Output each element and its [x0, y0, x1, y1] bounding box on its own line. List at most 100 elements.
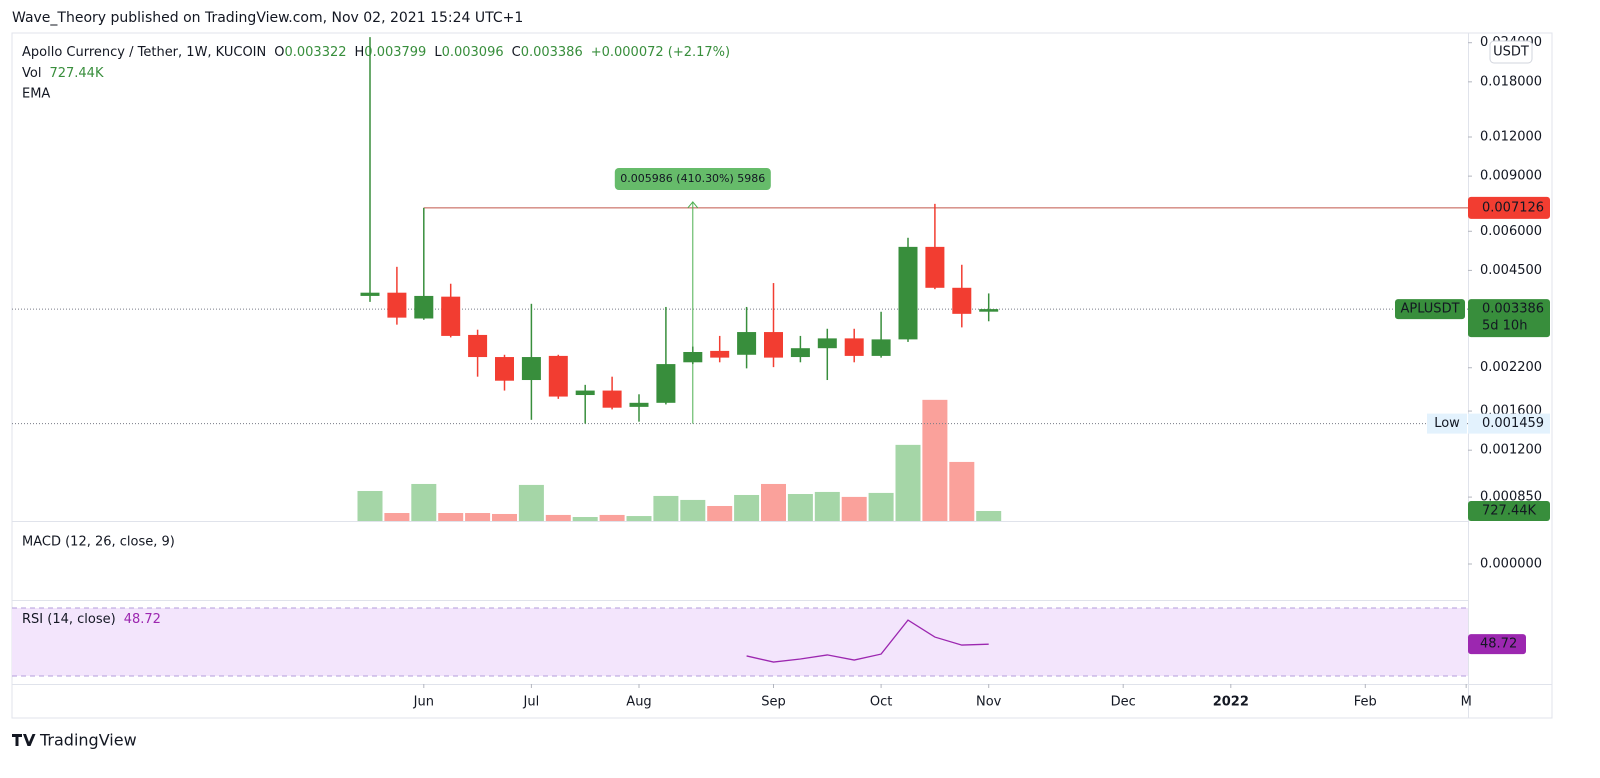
low-axis-label: 0.001459 [1482, 416, 1544, 431]
candle-body [521, 357, 541, 381]
legend-key: C [512, 45, 521, 60]
volume-bar [895, 444, 921, 521]
volume-bar [492, 513, 517, 521]
x-tick-label: Feb [1354, 695, 1377, 710]
macd-legend: MACD (12, 26, close, 9) [22, 535, 175, 550]
currency-button[interactable] [1489, 40, 1533, 64]
candle-body [602, 390, 622, 408]
legend-change: +0.000072 (+2.17%) [591, 45, 730, 60]
y-tick-label: 0.000000 [1480, 557, 1542, 572]
legend-low: 0.003096 [442, 45, 504, 60]
candle-body [790, 348, 810, 358]
plot: 0.0240000.0180000.0120000.0090000.006000… [12, 35, 1550, 710]
price-axis-label: 0.003386 [1482, 302, 1544, 317]
symbol-box [1395, 299, 1465, 320]
candle-body [360, 292, 380, 296]
legend-key: L [434, 45, 442, 60]
y-tick-label: 0.004500 [1480, 263, 1542, 278]
candle-body [925, 246, 945, 288]
x-tick-label: Jun [413, 695, 434, 710]
x-tick-label: Jul [523, 695, 540, 710]
volume-bar [868, 492, 894, 521]
rsi-value: 48.72 [124, 612, 161, 627]
candle-body [683, 351, 703, 363]
volume-bar [653, 495, 679, 521]
x-tick-label: Nov [976, 695, 1002, 710]
y-tick-label: 0.018000 [1480, 74, 1542, 89]
x-tick-label: M [1461, 695, 1472, 710]
volume-bar [976, 510, 1002, 521]
candle-body [871, 339, 891, 356]
legend-key: H [355, 45, 365, 60]
price-axis-box [1468, 299, 1550, 338]
volume-axis-box [1468, 500, 1550, 521]
legend-open: 0.003322 [284, 45, 346, 60]
ema-legend: EMA [22, 87, 50, 102]
volume-bar [734, 494, 760, 521]
volume-bar [949, 461, 975, 521]
volume-bar [465, 513, 491, 521]
volume-bar [357, 490, 383, 521]
countdown-label: 5d 10h [1482, 319, 1527, 334]
y-tick-label: 0.001200 [1480, 443, 1542, 458]
x-tick-label: Aug [626, 695, 651, 710]
volume-bar [438, 513, 464, 521]
y-tick-label: 0.006000 [1480, 224, 1542, 239]
volume-axis-label: 727.44K [1482, 503, 1536, 518]
volume-bar [384, 513, 410, 521]
currency-label[interactable]: USDT [1493, 45, 1529, 60]
candle-body [441, 296, 461, 336]
symbol-title: Apollo Currency / Tether, 1W, KUCOIN [22, 45, 266, 60]
y-tick-label: 0.000850 [1480, 490, 1542, 505]
volume-bar [761, 483, 786, 521]
x-tick-label: Oct [870, 695, 892, 710]
rsi-title: RSI (14, close) [22, 612, 116, 627]
rsi-legend: RSI (14, close) 48.72 [22, 612, 161, 627]
candle-body [495, 357, 514, 381]
symbol-label: APLUSDT [1400, 302, 1459, 317]
low-title: Low [1434, 416, 1460, 431]
x-tick-label: Dec [1111, 695, 1136, 710]
y-tick-label: 0.009000 [1480, 169, 1542, 184]
legend-close: 0.003386 [521, 45, 583, 60]
volume-bar [922, 399, 948, 521]
volume-bar [518, 484, 544, 521]
publish-header: Wave_Theory published on TradingView.com… [12, 10, 523, 26]
y-tick-label: 0.012000 [1480, 129, 1542, 144]
candle-body [575, 390, 595, 396]
candle-body [844, 338, 864, 356]
volume-bar [626, 516, 652, 521]
volume-bar [707, 505, 733, 521]
y-tick-label: 0.002200 [1480, 360, 1542, 375]
volume-title: Vol [22, 66, 41, 81]
volume-bar [680, 499, 706, 521]
footer-brand: TradingView [39, 731, 137, 750]
x-tick-label: 2022 [1213, 695, 1249, 710]
legend-line: Apollo Currency / Tether, 1W, KUCOIN O0.0… [22, 45, 730, 60]
resistance-axis-label: 0.007126 [1482, 200, 1544, 215]
volume-bar [841, 496, 867, 521]
candle-body [629, 402, 649, 407]
volume-legend: Vol 727.44K [22, 66, 104, 81]
resistance-axis-box [1468, 196, 1550, 219]
candle-body [468, 334, 488, 358]
legend-key: O [274, 45, 284, 60]
candle-body [710, 350, 730, 358]
volume-bar [814, 491, 840, 521]
chart-frame [11, 32, 1553, 719]
candle-body [764, 332, 783, 358]
candle-body [737, 332, 757, 355]
candle-body [387, 292, 407, 318]
candle-body [656, 364, 676, 403]
low-title-box [1427, 413, 1467, 434]
measure-label: 0.005986 (410.30%) 5986 [620, 172, 765, 185]
measure-arrow [687, 201, 699, 209]
volume-value: 727.44K [49, 66, 103, 81]
volume-bar [599, 514, 625, 521]
volume-bar [411, 483, 437, 521]
rsi-band-fill [12, 608, 1468, 676]
legend-high: 0.003799 [364, 45, 426, 60]
measure-label-box [614, 168, 771, 190]
candle-body [979, 309, 999, 312]
